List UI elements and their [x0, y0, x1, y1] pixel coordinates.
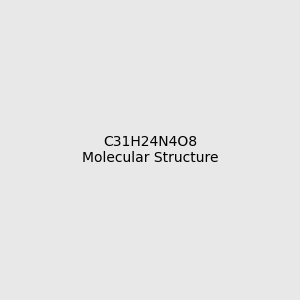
Text: C31H24N4O8
Molecular Structure: C31H24N4O8 Molecular Structure [82, 135, 218, 165]
